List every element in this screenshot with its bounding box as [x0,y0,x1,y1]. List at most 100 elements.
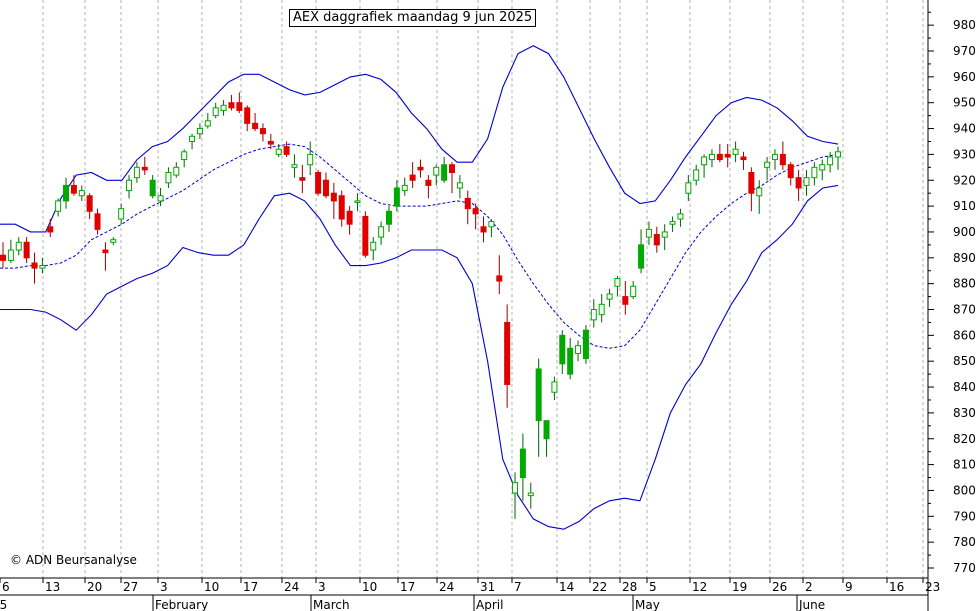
candle [118,203,125,225]
candle [23,237,30,263]
candle [787,162,794,186]
candle-body [338,195,345,220]
candle-body [575,345,582,354]
candle [708,149,715,168]
candle [393,180,400,212]
candle-body [196,128,203,135]
candle [157,188,164,207]
candle [622,281,629,315]
lower-band-line [0,184,839,530]
x-tick-label: 10 [362,580,377,594]
candle [338,190,345,227]
candle-body [535,368,542,422]
grid-lines [42,0,924,578]
candle [433,164,440,186]
plot-frame [0,0,929,611]
candle [78,185,85,201]
candle [346,206,353,235]
x-tick-label: 22 [592,580,607,594]
candle-body [708,153,715,161]
candle [441,156,448,183]
candle-body [299,177,306,181]
candle [488,219,495,238]
candle-body [126,179,133,192]
y-tick-label: 980 [953,18,976,32]
candle [409,162,416,189]
candle-body [567,347,574,375]
candle-body [267,140,274,145]
candle-body [228,102,235,109]
candle-body [157,195,164,202]
candle-body [819,164,826,171]
candle-body [165,171,172,184]
candle [39,257,46,274]
candle-body [259,128,266,135]
chart-title: AEX daggrafiek maandag 9 jun 2025 [289,9,537,27]
candle [370,237,377,261]
candle [315,169,322,196]
x-tick-label: 17 [243,580,258,594]
candle-body [354,200,361,203]
x-tick-label: 14 [559,580,574,594]
candle [362,211,369,258]
candle [827,151,834,173]
candle-body [787,164,794,179]
candle [275,144,282,157]
x-tick-label: 16 [889,580,904,594]
candle-body [102,249,109,254]
y-tick-label: 840 [953,380,976,394]
candle-body [322,179,329,197]
candle [378,221,385,245]
x-tick-label: 24 [439,580,454,594]
candle-body [732,148,739,155]
candle [102,242,109,271]
candle-body [133,166,140,179]
candle-body [559,334,566,365]
x-tick-label: 10 [204,580,219,594]
candle-body [7,249,14,261]
candle [417,159,424,178]
candle [504,304,511,408]
candle-body [189,135,196,142]
candle-body [94,213,101,230]
candle-body [86,195,93,212]
candle [385,206,392,232]
candle-body [385,210,392,225]
candle-body [779,153,786,166]
candle-body [212,107,219,117]
y-tick-label: 780 [953,535,976,549]
candle-body [449,164,456,173]
candle [267,133,274,150]
candle [307,141,314,176]
candle-body [393,187,400,207]
y-tick-label: 830 [953,406,976,420]
candle [677,208,684,227]
candle-body [543,420,550,440]
candle-body [606,293,613,300]
candle-body [685,182,692,194]
candle-body [496,275,503,282]
candle-body [835,151,841,158]
candle [220,100,227,116]
month-axis: 25 February March April May June [0,595,825,611]
candle [322,172,329,199]
candle [559,330,566,375]
candle [149,175,156,199]
candle [196,123,203,139]
candle [94,208,101,235]
x-tick-label: 13 [45,580,60,594]
candle-body [275,148,282,155]
y-tick-label: 870 [953,303,976,317]
x-tick-label: 24 [284,580,299,594]
y-tick-label: 970 [953,44,976,58]
candle [47,219,54,238]
candle [669,216,676,232]
candle [181,149,188,168]
candle-body [425,179,432,186]
candle [283,141,290,157]
candle [811,162,818,186]
candle-body [803,177,810,186]
candle-body [748,171,755,194]
candle-body [47,226,54,233]
